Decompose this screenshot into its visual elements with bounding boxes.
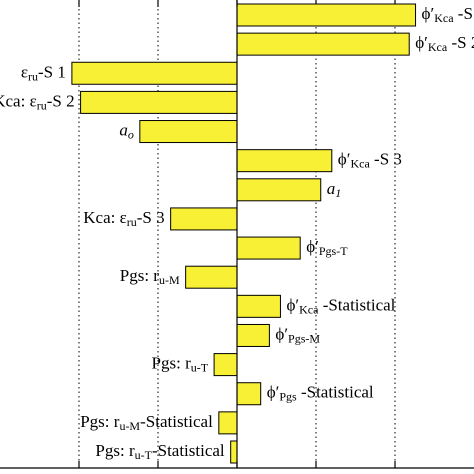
label-part: ϕ′ — [306, 237, 319, 256]
bar-label: ϕ′Pgs-M — [275, 324, 320, 345]
label-part: -S 2 — [47, 91, 75, 110]
bar-label: ϕ′Kca -S 2 — [415, 33, 474, 54]
label-part: ϕ′ — [267, 383, 280, 402]
bar — [185, 265, 238, 289]
bar — [230, 440, 238, 464]
bar-label: ϕ′Kca -Statistical — [286, 295, 395, 316]
bar — [236, 149, 333, 173]
label-part: Kca: ε — [0, 91, 37, 110]
bar — [236, 3, 417, 27]
label-part: Pgs: r — [80, 412, 120, 431]
label-part: Pgs: r — [120, 266, 160, 285]
label-part: -Statistical — [318, 295, 395, 314]
label-part: ru — [28, 69, 38, 83]
label-part: u-M — [159, 273, 180, 287]
label-part: u-T — [191, 360, 209, 374]
bar-label: ϕ′Pgs -Statistical — [267, 383, 374, 404]
bar — [139, 120, 238, 144]
label-part: Pgs-M — [288, 331, 320, 345]
label-part: -S 2 — [447, 33, 474, 52]
label-part: -S 1 — [454, 4, 474, 23]
bar — [236, 236, 301, 260]
label-part: -S 3 — [137, 208, 165, 227]
label-part: Pgs: r — [95, 441, 135, 460]
bar-label: Pgs: ru-T — [152, 354, 209, 375]
label-part: Kca — [299, 302, 319, 316]
bar — [236, 32, 410, 56]
bar-label: Pgs: ru-T-Statistical — [95, 441, 225, 462]
label-part: Kca — [350, 156, 370, 170]
label-part: -Statistical — [152, 441, 225, 460]
label-part: Pgs — [279, 389, 297, 403]
bar-label: Kca: εru-S 2 — [0, 91, 75, 112]
label-part: Pgs-T — [319, 244, 348, 258]
label-part: ϕ′ — [422, 4, 435, 23]
label-part: -Statistical — [297, 383, 374, 402]
label-part: u-M — [119, 419, 140, 433]
bar-label: εru-S 1 — [21, 62, 66, 83]
label-part: o — [128, 127, 134, 141]
label-part: ϕ′ — [338, 150, 351, 169]
bar-label: Kca: εru-S 3 — [83, 208, 164, 229]
bar-label: Pgs: ru-M — [120, 266, 180, 287]
bar-label: ϕ′Pgs-T — [306, 237, 348, 258]
bar — [218, 411, 238, 435]
bar-label: ϕ′Kca -S 3 — [338, 150, 402, 171]
bar-label: ϕ′Kca -S 1 — [422, 4, 474, 25]
label-part: 1 — [335, 186, 341, 200]
label-part: -S 3 — [370, 150, 402, 169]
label-part: Kca: ε — [83, 208, 126, 227]
label-part: ε — [21, 62, 28, 81]
label-part: -S 1 — [38, 62, 66, 81]
bar — [170, 207, 238, 231]
label-part: ϕ′ — [415, 33, 428, 52]
label-part: ϕ′ — [275, 324, 288, 343]
bar-label: Pgs: ru-M-Statistical — [80, 412, 213, 433]
bar — [80, 90, 238, 114]
label-part: u-T — [135, 448, 153, 462]
label-part: ru — [127, 215, 137, 229]
label-part: Kca — [428, 40, 448, 54]
label-part: a — [327, 179, 336, 198]
bar — [236, 178, 322, 202]
bar — [236, 323, 270, 347]
label-part: ϕ′ — [286, 295, 299, 314]
bar — [236, 382, 262, 406]
label-part: Kca — [434, 11, 454, 25]
label-part: ru — [37, 98, 47, 112]
label-part: -Statistical — [140, 412, 213, 431]
label-part: a — [119, 120, 128, 139]
bar — [213, 353, 238, 377]
bar — [71, 61, 238, 85]
bar-label: ao — [119, 120, 134, 141]
label-part: Pgs: r — [152, 354, 192, 373]
bar — [236, 294, 281, 318]
bar-label: a1 — [327, 179, 342, 200]
